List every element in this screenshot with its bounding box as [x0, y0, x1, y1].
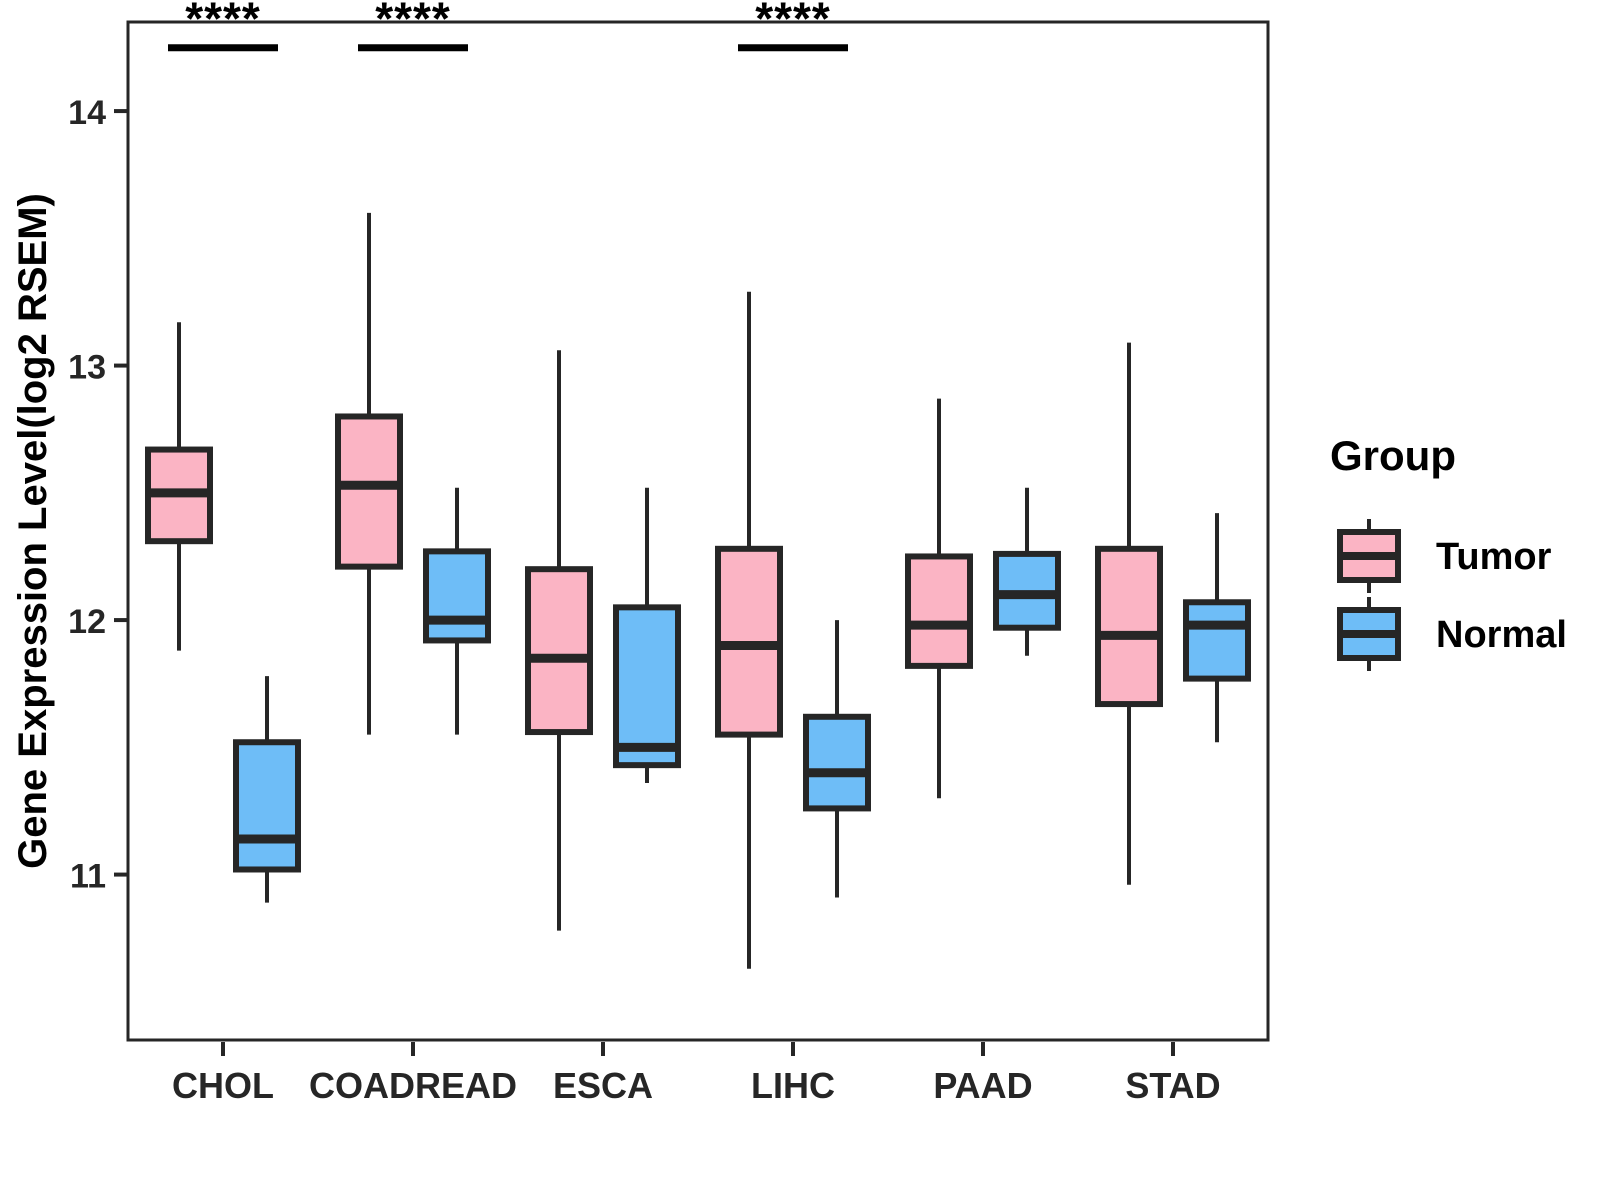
- box-stad-tumor: [1095, 342, 1163, 885]
- box-esca-normal: [613, 487, 681, 783]
- x-tick-label-paad: PAAD: [933, 1065, 1032, 1106]
- box-rect: [423, 548, 491, 644]
- legend: Group Tumor Normal: [1330, 432, 1567, 671]
- box-rect: [803, 713, 871, 812]
- box-lihc-normal: [803, 620, 871, 898]
- box-rect: [525, 566, 593, 736]
- significance-stars: ****: [375, 0, 451, 45]
- x-tick-label-coadread: COADREAD: [309, 1065, 517, 1106]
- legend-item-normal[interactable]: Normal: [1337, 597, 1567, 671]
- y-tick-label: 13: [68, 349, 106, 387]
- box-rect: [1095, 545, 1163, 708]
- y-tick-label: 14: [68, 94, 106, 132]
- x-tick-label-esca: ESCA: [553, 1065, 653, 1106]
- box-lihc-tumor: [715, 291, 783, 969]
- significance-stars: ****: [755, 0, 831, 45]
- box-paad-normal: [993, 487, 1061, 656]
- significance-chol: ****: [168, 0, 278, 52]
- box-esca-tumor: [525, 350, 593, 931]
- significance-lihc: ****: [738, 0, 848, 52]
- box-rect: [613, 604, 681, 769]
- x-axis: CHOL COADREAD ESCA LIHC PAAD STAD: [172, 1042, 1221, 1106]
- plot-panel: [126, 20, 1270, 1042]
- y-axis-title: Gene Expression Level(log2 RSEM): [11, 193, 55, 869]
- box-coadread-normal: [423, 487, 491, 735]
- legend-label: Tumor: [1436, 536, 1552, 578]
- box-coadread-tumor: [335, 212, 403, 735]
- y-tick-label: 12: [68, 603, 106, 641]
- box-paad-tumor: [905, 398, 973, 799]
- legend-label: Normal: [1436, 614, 1567, 656]
- x-tick-label-lihc: LIHC: [751, 1065, 835, 1106]
- y-tick-label: 11: [70, 858, 106, 896]
- y-axis: 11 12 13 14: [68, 94, 128, 896]
- box-chol-normal: [233, 676, 301, 903]
- box-rect: [335, 413, 403, 570]
- legend-title: Group: [1330, 432, 1456, 479]
- box-rect: [233, 739, 301, 873]
- box-chol-tumor: [145, 322, 213, 651]
- box-rect: [1183, 599, 1251, 682]
- box-rect: [905, 553, 973, 669]
- box-plots: [145, 212, 1251, 969]
- x-tick-label-stad: STAD: [1125, 1065, 1220, 1106]
- box-stad-normal: [1183, 513, 1251, 743]
- significance-coadread: ****: [358, 0, 468, 52]
- significance-annotations: **** **** ****: [168, 0, 848, 52]
- significance-stars: ****: [185, 0, 261, 45]
- legend-item-tumor[interactable]: Tumor: [1337, 519, 1552, 593]
- x-tick-label-chol: CHOL: [172, 1065, 274, 1106]
